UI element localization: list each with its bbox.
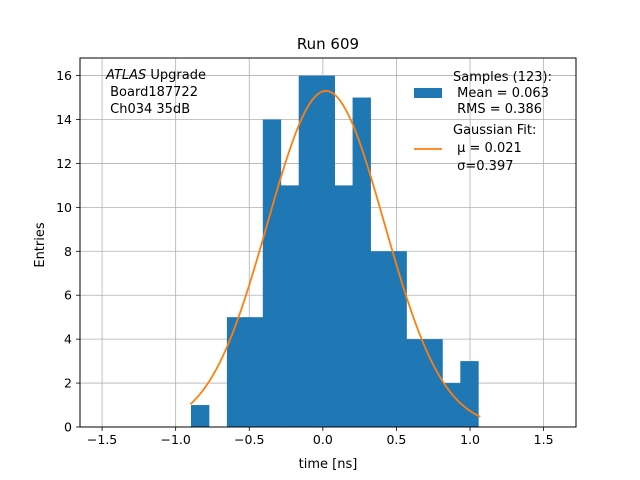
y-axis-label: Entries — [33, 222, 48, 268]
annotation-upgrade: Upgrade — [146, 68, 206, 83]
annotation-line-1: ATLAS Upgrade — [105, 68, 206, 83]
histogram-bar — [262, 119, 282, 427]
x-tick-label: −1.0 — [160, 432, 190, 447]
atlas-annotation: ATLAS Upgrade Board187722 Ch034 35dB — [105, 68, 206, 117]
y-tick-label: 0 — [64, 420, 72, 435]
histogram-bar — [370, 251, 389, 427]
x-tick-label: −1.5 — [87, 432, 117, 447]
y-tick-label: 16 — [56, 68, 72, 83]
legend-samples-swatch — [414, 88, 442, 98]
x-tick-label: 1.5 — [534, 432, 554, 447]
y-tick-label: 4 — [64, 332, 72, 347]
legend-samples-line-2: Mean = 0.063 — [453, 86, 549, 101]
histogram-bars — [190, 75, 479, 428]
histogram-bar — [460, 361, 479, 427]
y-tick-label: 10 — [56, 200, 72, 215]
histogram-bar — [190, 405, 210, 427]
histogram-bar — [424, 339, 443, 427]
y-tick-label: 2 — [64, 376, 72, 391]
chart-title: Run 609 — [297, 35, 359, 53]
x-tick-label: 0.0 — [313, 432, 333, 447]
histogram-bar — [388, 251, 407, 427]
histogram-bar — [352, 97, 371, 428]
histogram-bar — [316, 75, 336, 428]
legend-fit-line-3: σ=0.397 — [453, 159, 513, 174]
annotation-atlas: ATLAS — [105, 68, 146, 83]
histogram-bar — [244, 317, 264, 427]
axis-ticks: −1.5 −1.0 −0.5 0.0 0.5 1.0 1.5 0 2 4 6 8 10 12 14 16 — [56, 68, 553, 447]
y-tick-label: 14 — [56, 112, 72, 127]
y-tick-label: 12 — [56, 156, 72, 171]
fit-curve-layer — [189, 90, 481, 418]
x-tick-label: 0.5 — [386, 432, 406, 447]
plot-frame — [79, 57, 577, 428]
histogram-bar — [298, 75, 318, 428]
y-tick-label: 8 — [64, 244, 72, 259]
y-tick-label: 6 — [64, 288, 72, 303]
x-axis-label: time [ns] — [299, 457, 358, 472]
legend-samples-line-3: RMS = 0.386 — [453, 102, 542, 117]
legend: Samples (123): Mean = 0.063 RMS = 0.386 … — [414, 70, 552, 174]
histogram-bar — [406, 339, 425, 427]
histogram-bar — [442, 383, 461, 427]
annotation-line-2: Board187722 — [106, 85, 198, 100]
histogram-bar — [334, 185, 353, 427]
legend-fit-line-1: Gaussian Fit: — [453, 123, 536, 138]
gaussian-fit-curve — [189, 90, 481, 418]
legend-fit-line-2: μ = 0.021 — [453, 141, 522, 156]
legend-samples-line-1: Samples (123): — [453, 70, 552, 85]
histogram-bar — [226, 317, 246, 427]
histogram-bar — [280, 185, 300, 427]
x-tick-label: −0.5 — [234, 432, 264, 447]
x-tick-label: 1.0 — [460, 432, 480, 447]
annotation-line-3: Ch034 35dB — [106, 102, 190, 117]
